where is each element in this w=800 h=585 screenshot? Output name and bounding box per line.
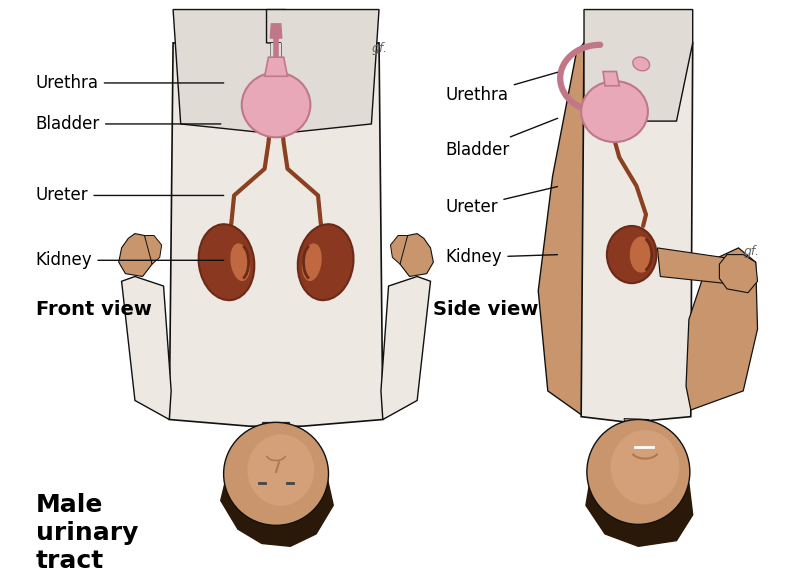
Text: Kidney: Kidney <box>36 252 224 269</box>
Text: Urethra: Urethra <box>36 74 224 92</box>
Ellipse shape <box>298 224 354 300</box>
Polygon shape <box>686 248 758 410</box>
Text: gf.: gf. <box>371 43 387 56</box>
Polygon shape <box>170 43 383 426</box>
Polygon shape <box>586 470 693 546</box>
Polygon shape <box>122 277 171 419</box>
Ellipse shape <box>630 236 653 273</box>
Ellipse shape <box>607 226 657 283</box>
Polygon shape <box>381 277 430 419</box>
Polygon shape <box>624 418 650 434</box>
Polygon shape <box>271 43 281 133</box>
Ellipse shape <box>198 224 254 300</box>
Polygon shape <box>266 9 379 133</box>
Polygon shape <box>584 9 693 121</box>
Ellipse shape <box>247 434 314 506</box>
Polygon shape <box>118 233 152 277</box>
Ellipse shape <box>230 243 250 281</box>
Polygon shape <box>658 248 756 286</box>
Polygon shape <box>221 474 334 546</box>
Text: Side view: Side view <box>434 300 538 319</box>
Ellipse shape <box>224 422 329 525</box>
Text: Kidney: Kidney <box>446 249 558 266</box>
Ellipse shape <box>302 243 322 281</box>
Ellipse shape <box>633 57 650 71</box>
Polygon shape <box>145 236 162 264</box>
Polygon shape <box>719 254 758 292</box>
Ellipse shape <box>587 419 690 524</box>
Polygon shape <box>603 71 619 86</box>
Text: Ureter: Ureter <box>36 187 224 204</box>
Text: gf.: gf. <box>743 245 759 257</box>
Text: Bladder: Bladder <box>446 118 558 159</box>
Text: Front view: Front view <box>36 300 152 319</box>
Ellipse shape <box>610 430 679 504</box>
Polygon shape <box>265 57 287 76</box>
Polygon shape <box>581 43 693 422</box>
Polygon shape <box>400 233 434 277</box>
Polygon shape <box>390 236 408 264</box>
Polygon shape <box>173 9 286 133</box>
Text: Ureter: Ureter <box>446 187 558 216</box>
Text: Bladder: Bladder <box>36 115 221 133</box>
Polygon shape <box>270 24 282 38</box>
Ellipse shape <box>581 81 648 142</box>
Text: Male
urinary
tract: Male urinary tract <box>36 493 138 573</box>
Polygon shape <box>538 43 584 417</box>
Ellipse shape <box>242 73 310 137</box>
Text: Urethra: Urethra <box>446 73 558 104</box>
Polygon shape <box>261 422 291 436</box>
